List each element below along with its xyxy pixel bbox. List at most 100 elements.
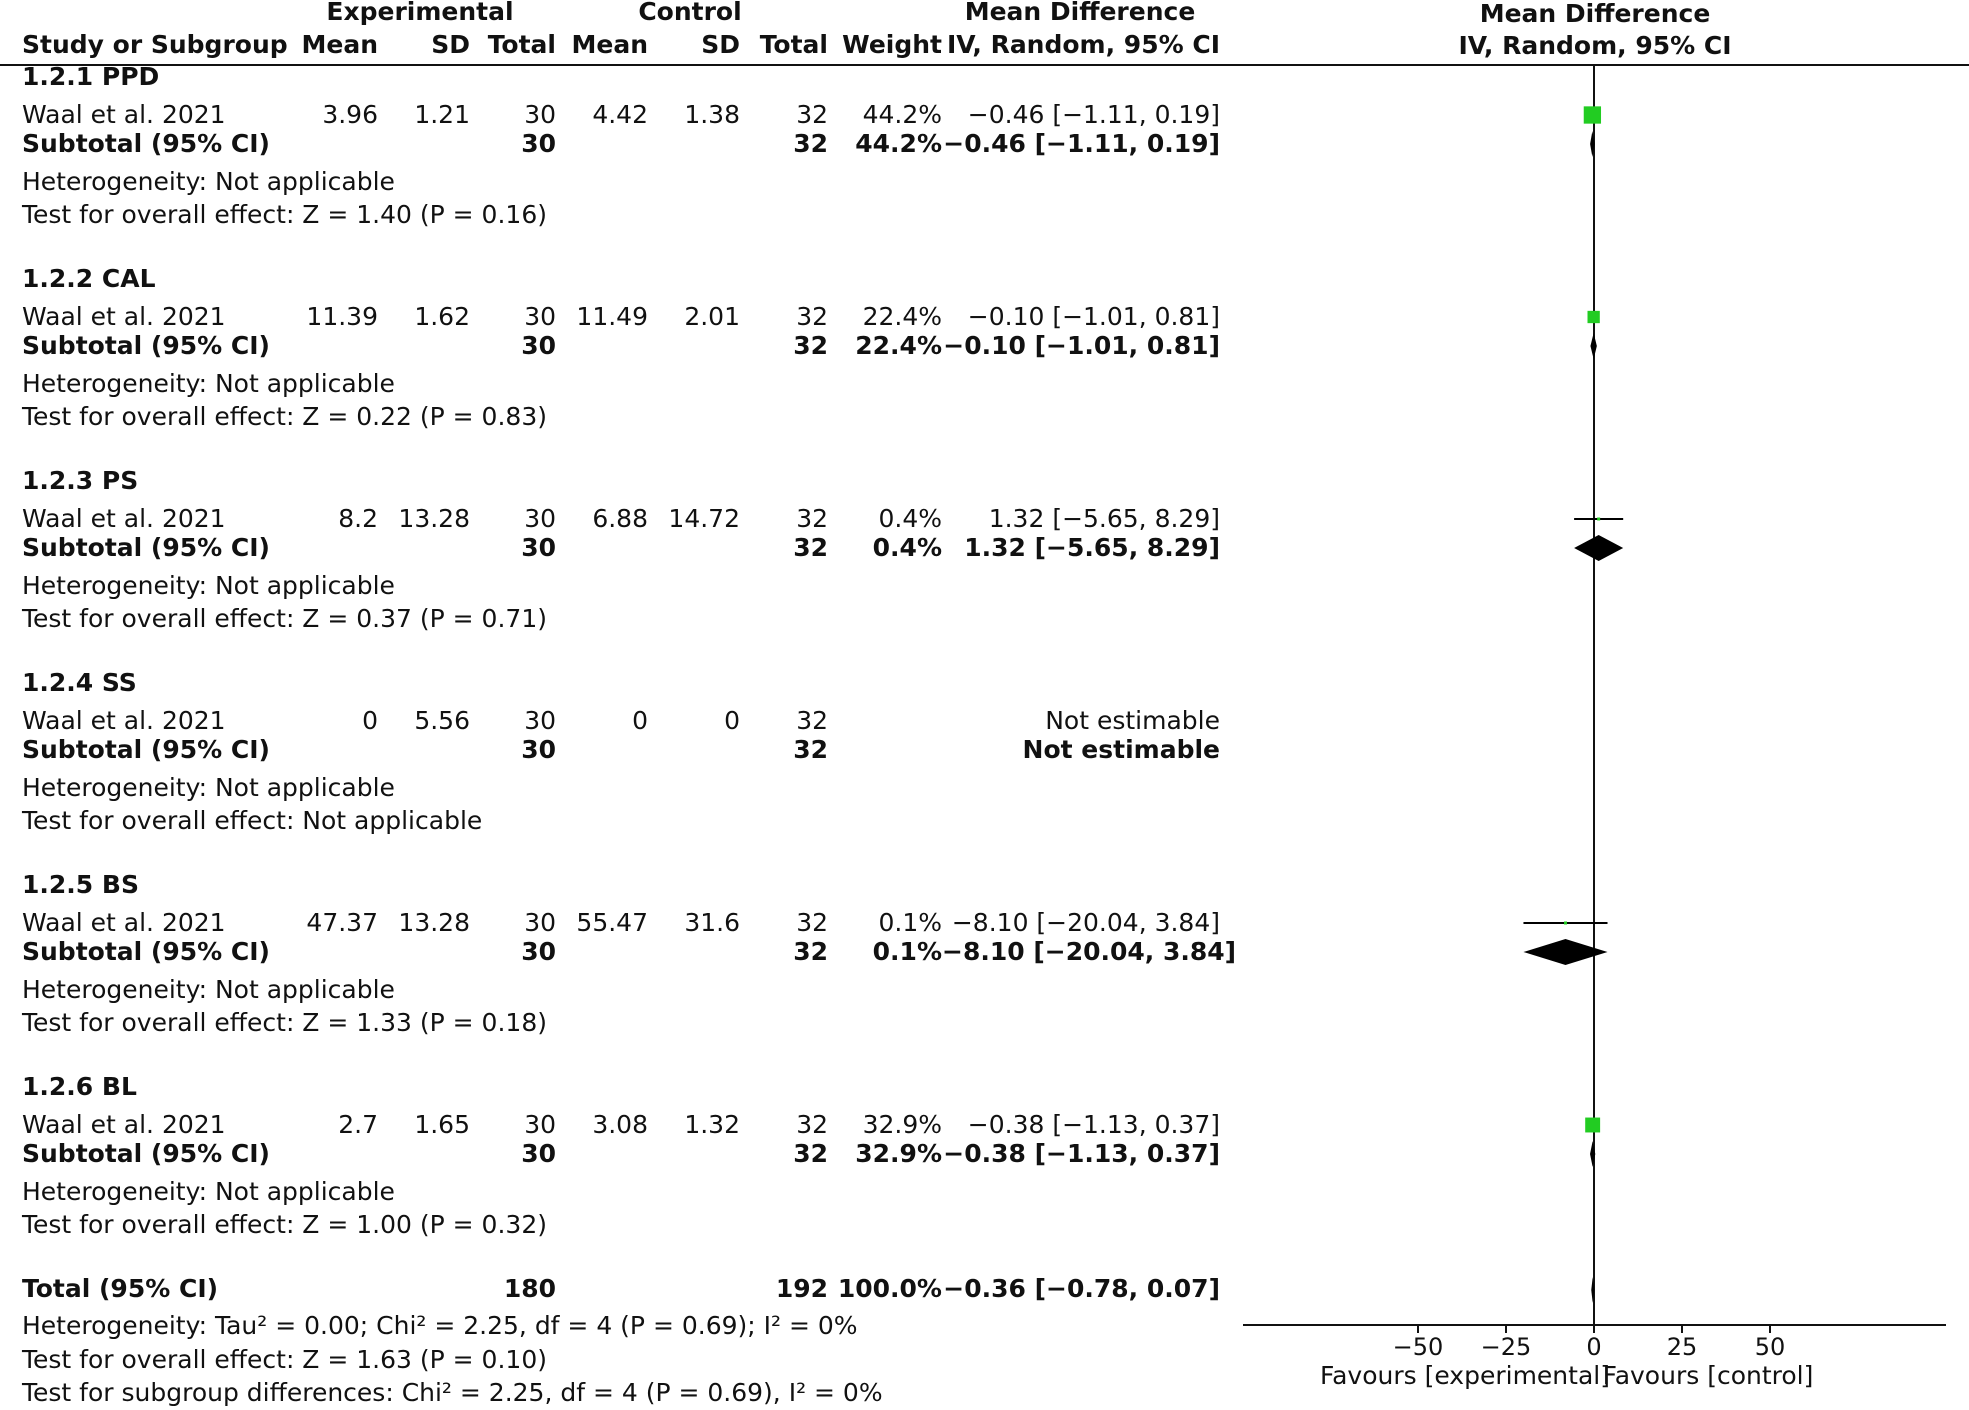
study-point: [1587, 310, 1600, 324]
study-e-total: 30: [524, 706, 556, 735]
study-weight: 0.1%: [878, 908, 942, 937]
subtotal-diamond: [1523, 939, 1608, 965]
total-weight: 100.0%: [837, 1274, 942, 1303]
total-heterogeneity: Heterogeneity: Tau² = 0.00; Chi² = 2.25,…: [22, 1311, 858, 1340]
study-c-sd: 31.6: [684, 908, 740, 937]
subtotal-ci: Not estimable: [1022, 735, 1220, 764]
study-c-mean: 0: [632, 706, 648, 735]
subtotal-label: Subtotal (95% CI): [22, 129, 270, 158]
overall-effect-text: Test for overall effect: Not applicable: [22, 806, 483, 835]
subgroup-label: 1.2.5 BS: [22, 870, 139, 899]
study-e-total: 30: [524, 100, 556, 129]
col-header-weight: Weight: [842, 30, 942, 59]
subtotal-c-total: 32: [793, 129, 828, 158]
plot-title: Mean Difference: [1480, 0, 1711, 28]
header-rule: [0, 64, 1969, 66]
subtotal-e-total: 30: [521, 129, 556, 158]
col-header-study: Study or Subgroup: [22, 30, 288, 59]
x-tick-label: −25: [1481, 1333, 1532, 1361]
study-e-sd: 1.62: [414, 302, 470, 331]
study-e-mean: 2.7: [338, 1110, 378, 1139]
heterogeneity-text: Heterogeneity: Not applicable: [22, 773, 395, 802]
subtotal-label: Subtotal (95% CI): [22, 735, 270, 764]
col-header-ctl-sd: SD: [701, 30, 740, 59]
study-e-total: 30: [524, 302, 556, 331]
study-c-sd: 14.72: [668, 504, 740, 533]
study-e-mean: 8.2: [338, 504, 378, 533]
col-header-ctl-total: Total: [759, 30, 828, 59]
subtotal-diamond: [1574, 535, 1624, 561]
group-header-control: Control: [638, 0, 742, 26]
subtotal-label: Subtotal (95% CI): [22, 1139, 270, 1168]
subtotal-e-total: 30: [521, 735, 556, 764]
subtotal-ci: −0.38 [−1.13, 0.37]: [943, 1139, 1220, 1168]
heterogeneity-text: Heterogeneity: Not applicable: [22, 1177, 395, 1206]
total-overall-effect: Test for overall effect: Z = 1.63 (P = 0…: [22, 1345, 547, 1374]
study-c-total: 32: [796, 908, 828, 937]
subtotal-ci: −0.46 [−1.11, 0.19]: [943, 129, 1220, 158]
study-weight: 32.9%: [862, 1110, 942, 1139]
study-name: Waal et al. 2021: [22, 908, 226, 937]
subtotal-e-total: 30: [521, 331, 556, 360]
study-c-sd: 2.01: [684, 302, 740, 331]
study-c-total: 32: [796, 1110, 828, 1139]
total-e-total: 180: [503, 1274, 556, 1303]
study-e-mean: 11.39: [306, 302, 378, 331]
study-ci: −0.46 [−1.11, 0.19]: [967, 100, 1220, 129]
col-header-exp-mean: Mean: [301, 30, 378, 59]
study-name: Waal et al. 2021: [22, 302, 226, 331]
subgroup-label: 1.2.6 BL: [22, 1072, 137, 1101]
favours-control-label: Favours [control]: [1603, 1361, 1814, 1390]
study-e-sd: 1.21: [414, 100, 470, 129]
subgroup-label: 1.2.2 CAL: [22, 264, 156, 293]
overall-effect-text: Test for overall effect: Z = 0.37 (P = 0…: [22, 604, 547, 633]
study-e-total: 30: [524, 504, 556, 533]
subtotal-c-total: 32: [793, 1139, 828, 1168]
study-e-mean: 0: [362, 706, 378, 735]
study-ci: 1.32 [−5.65, 8.29]: [988, 504, 1220, 533]
group-header-md: Mean Difference: [964, 0, 1196, 26]
subtotal-diamond: [1590, 333, 1597, 359]
study-name: Waal et al. 2021: [22, 706, 226, 735]
x-tick-label: −50: [1393, 1333, 1444, 1361]
study-name: Waal et al. 2021: [22, 100, 226, 129]
study-weight: 22.4%: [862, 302, 942, 331]
total-ci: −0.36 [−0.78, 0.07]: [943, 1274, 1220, 1303]
col-header-ci: IV, Random, 95% CI: [946, 30, 1220, 59]
study-c-total: 32: [796, 302, 828, 331]
plot-subtitle: IV, Random, 95% CI: [1458, 31, 1731, 60]
study-c-sd: 0: [724, 706, 740, 735]
x-tick-label: 25: [1667, 1333, 1698, 1361]
study-weight: 44.2%: [862, 100, 942, 129]
overall-effect-text: Test for overall effect: Z = 1.40 (P = 0…: [22, 200, 547, 229]
study-weight: 0.4%: [878, 504, 942, 533]
subtotal-weight: 44.2%: [855, 129, 942, 158]
subtotal-weight: 32.9%: [855, 1139, 942, 1168]
subtotal-c-total: 32: [793, 735, 828, 764]
study-e-sd: 13.28: [398, 908, 470, 937]
subtotal-ci: −8.10 [−20.04, 3.84]: [942, 937, 1237, 966]
study-e-mean: 3.96: [322, 100, 378, 129]
subtotal-ci: −0.10 [−1.01, 0.81]: [943, 331, 1220, 360]
overall-effect-text: Test for overall effect: Z = 1.33 (P = 0…: [22, 1008, 547, 1037]
heterogeneity-text: Heterogeneity: Not applicable: [22, 167, 395, 196]
study-c-sd: 1.38: [684, 100, 740, 129]
x-tick-label: 50: [1755, 1333, 1786, 1361]
favours-experimental-label: Favours [experimental]: [1320, 1361, 1610, 1390]
subtotal-e-total: 30: [521, 533, 556, 562]
study-ci: −0.38 [−1.13, 0.37]: [967, 1110, 1220, 1139]
subgroup-differences: Test for subgroup differences: Chi² = 2.…: [22, 1378, 883, 1407]
study-c-total: 32: [796, 100, 828, 129]
subtotal-diamond: [1590, 1141, 1596, 1167]
col-header-ctl-mean: Mean: [571, 30, 648, 59]
subtotal-weight: 0.1%: [872, 937, 942, 966]
total-label: Total (95% CI): [22, 1274, 219, 1303]
study-e-sd: 5.56: [414, 706, 470, 735]
total-diamond: [1591, 1277, 1595, 1303]
subtotal-label: Subtotal (95% CI): [22, 331, 270, 360]
col-header-exp-total: Total: [487, 30, 556, 59]
study-point: [1563, 921, 1567, 925]
subgroup-label: 1.2.3 PS: [22, 466, 139, 495]
study-c-mean: 3.08: [592, 1110, 648, 1139]
